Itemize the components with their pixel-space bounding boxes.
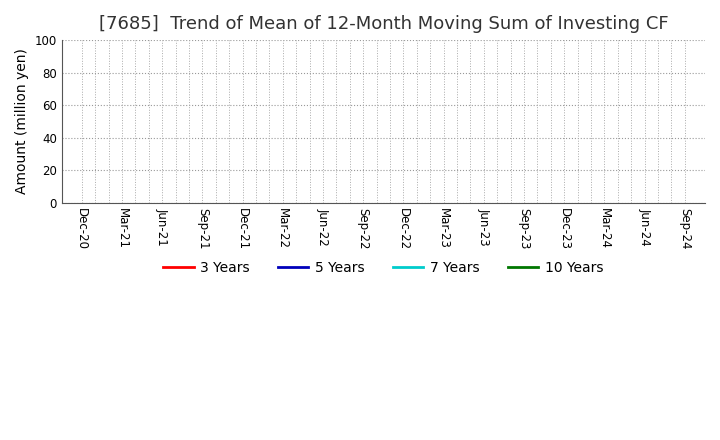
Legend: 3 Years, 5 Years, 7 Years, 10 Years: 3 Years, 5 Years, 7 Years, 10 Years bbox=[158, 256, 609, 281]
Title: [7685]  Trend of Mean of 12-Month Moving Sum of Investing CF: [7685] Trend of Mean of 12-Month Moving … bbox=[99, 15, 668, 33]
Y-axis label: Amount (million yen): Amount (million yen) bbox=[15, 48, 29, 194]
